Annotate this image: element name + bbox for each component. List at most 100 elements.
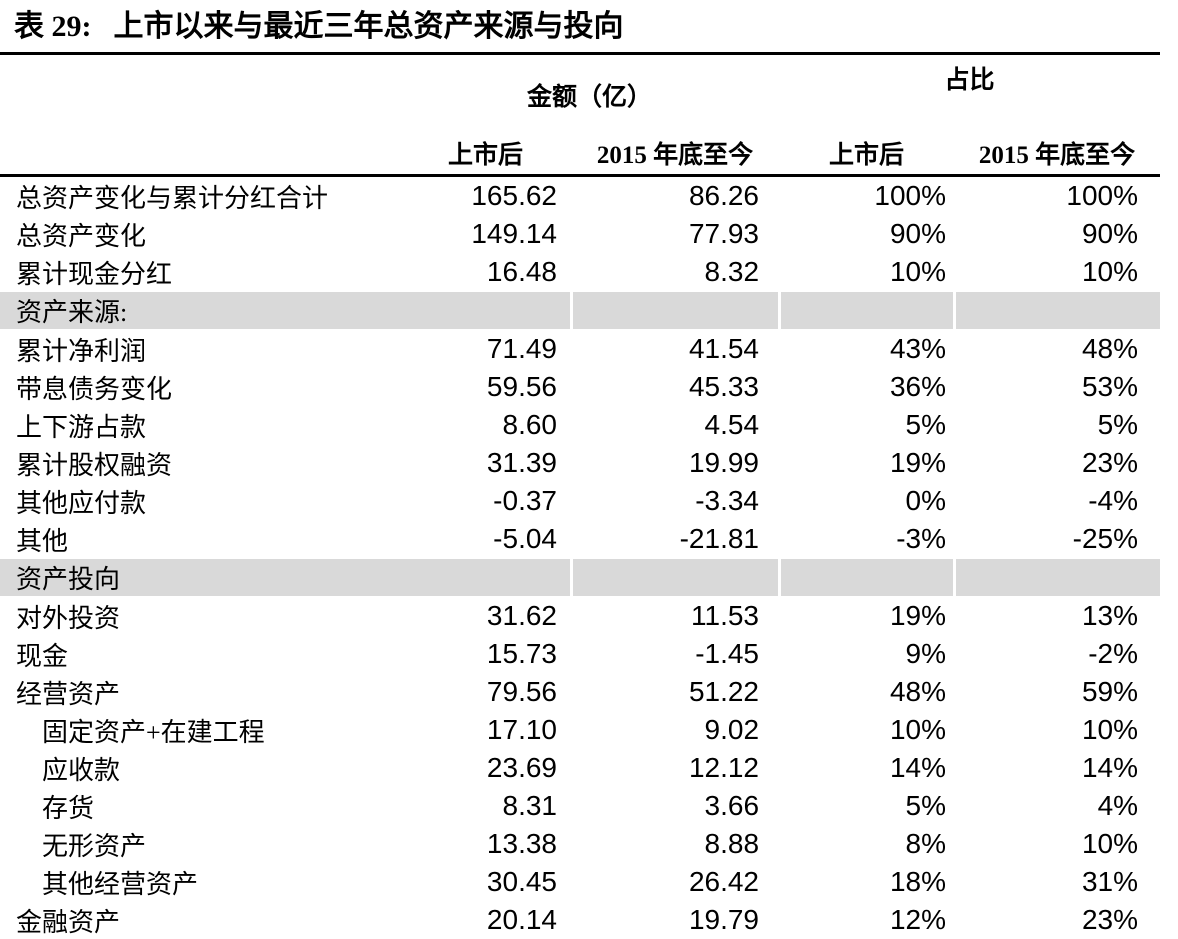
value-cell: 90% [954, 215, 1160, 253]
value-cell: 8.31 [400, 787, 571, 825]
value-cell: 19% [779, 444, 954, 482]
value-cell: 10% [779, 711, 954, 749]
section-cell [954, 559, 1160, 597]
value-cell: 13% [954, 597, 1160, 636]
value-cell: 4% [954, 787, 1160, 825]
value-cell: 12% [779, 901, 954, 939]
row-label: 无形资产 [0, 825, 400, 863]
value-cell: 9% [779, 635, 954, 673]
value-cell: -2% [954, 635, 1160, 673]
row-label: 经营资产 [0, 673, 400, 711]
value-cell: 41.54 [571, 330, 779, 369]
report-page: 表 29:上市以来与最近三年总资产来源与投向 金额（亿） 占比 上市后 2015… [0, 0, 1178, 910]
value-cell: 4.54 [571, 406, 779, 444]
value-cell: 10% [954, 825, 1160, 863]
value-cell: 48% [779, 673, 954, 711]
row-label: 其他经营资产 [0, 863, 400, 901]
value-cell: 31.39 [400, 444, 571, 482]
value-cell: -21.81 [571, 520, 779, 559]
value-cell: 20.14 [400, 901, 571, 939]
col-header-amount-since-2015: 2015 年底至今 [571, 131, 779, 176]
value-cell: 19% [779, 597, 954, 636]
row-label: 现金 [0, 635, 400, 673]
value-cell: 86.26 [571, 176, 779, 216]
value-cell: 14% [954, 749, 1160, 787]
value-cell: 8.32 [571, 253, 779, 292]
value-cell: 30.45 [400, 863, 571, 901]
col-header-share-since-listing: 上市后 [779, 131, 954, 176]
value-cell: 16.48 [400, 253, 571, 292]
table-header: 金额（亿） 占比 上市后 2015 年底至今 上市后 2015 年底至今 [0, 54, 1160, 176]
value-cell: 100% [779, 176, 954, 216]
section-row: 资产投向 [0, 559, 1160, 597]
value-cell: 31.62 [400, 597, 571, 636]
value-cell: 5% [954, 406, 1160, 444]
value-cell: 19.99 [571, 444, 779, 482]
section-cell [571, 292, 779, 330]
value-cell: 100% [954, 176, 1160, 216]
col-header-amount-since-listing: 上市后 [400, 131, 571, 176]
value-cell: 23% [954, 444, 1160, 482]
row-label: 固定资产+在建工程 [0, 711, 400, 749]
value-cell: 53% [954, 368, 1160, 406]
value-cell: 8.60 [400, 406, 571, 444]
blank-header-cell [0, 54, 400, 132]
value-cell: 10% [954, 253, 1160, 292]
data-table: 金额（亿） 占比 上市后 2015 年底至今 上市后 2015 年底至今 总资产… [0, 52, 1160, 939]
value-cell: 9.02 [571, 711, 779, 749]
title-text: 上市以来与最近三年总资产来源与投向 [114, 10, 624, 43]
row-label: 上下游占款 [0, 406, 400, 444]
value-cell: 0% [779, 482, 954, 520]
value-cell: -5.04 [400, 520, 571, 559]
value-cell: -25% [954, 520, 1160, 559]
table-row: 其他-5.04-21.81-3%-25% [0, 520, 1160, 559]
row-label: 对外投资 [0, 597, 400, 636]
value-cell: 79.56 [400, 673, 571, 711]
section-cell [571, 559, 779, 597]
row-label: 应收款 [0, 749, 400, 787]
value-cell: 8% [779, 825, 954, 863]
value-cell: -3% [779, 520, 954, 559]
row-label: 累计股权融资 [0, 444, 400, 482]
column-header-row: 上市后 2015 年底至今 上市后 2015 年底至今 [0, 131, 1160, 176]
value-cell: 18% [779, 863, 954, 901]
value-cell: 13.38 [400, 825, 571, 863]
value-cell: 10% [954, 711, 1160, 749]
value-cell: 23.69 [400, 749, 571, 787]
row-label: 其他应付款 [0, 482, 400, 520]
row-label: 其他 [0, 520, 400, 559]
row-label: 累计现金分红 [0, 253, 400, 292]
value-cell: -4% [954, 482, 1160, 520]
value-cell: 5% [779, 787, 954, 825]
row-label: 存货 [0, 787, 400, 825]
row-label: 金融资产 [0, 901, 400, 939]
value-cell: -3.34 [571, 482, 779, 520]
value-cell: 59% [954, 673, 1160, 711]
value-cell: 15.73 [400, 635, 571, 673]
value-cell: 48% [954, 330, 1160, 369]
section-cell [954, 292, 1160, 330]
section-label: 资产来源: [0, 292, 571, 330]
value-cell: -0.37 [400, 482, 571, 520]
value-cell: 17.10 [400, 711, 571, 749]
section-cell [779, 559, 954, 597]
value-cell: 14% [779, 749, 954, 787]
value-cell: 36% [779, 368, 954, 406]
group-header-share: 占比 [779, 54, 1160, 132]
value-cell: 77.93 [571, 215, 779, 253]
value-cell: 149.14 [400, 215, 571, 253]
row-label: 总资产变化 [0, 215, 400, 253]
value-cell: 10% [779, 253, 954, 292]
value-cell: -1.45 [571, 635, 779, 673]
section-row: 资产来源: [0, 292, 1160, 330]
